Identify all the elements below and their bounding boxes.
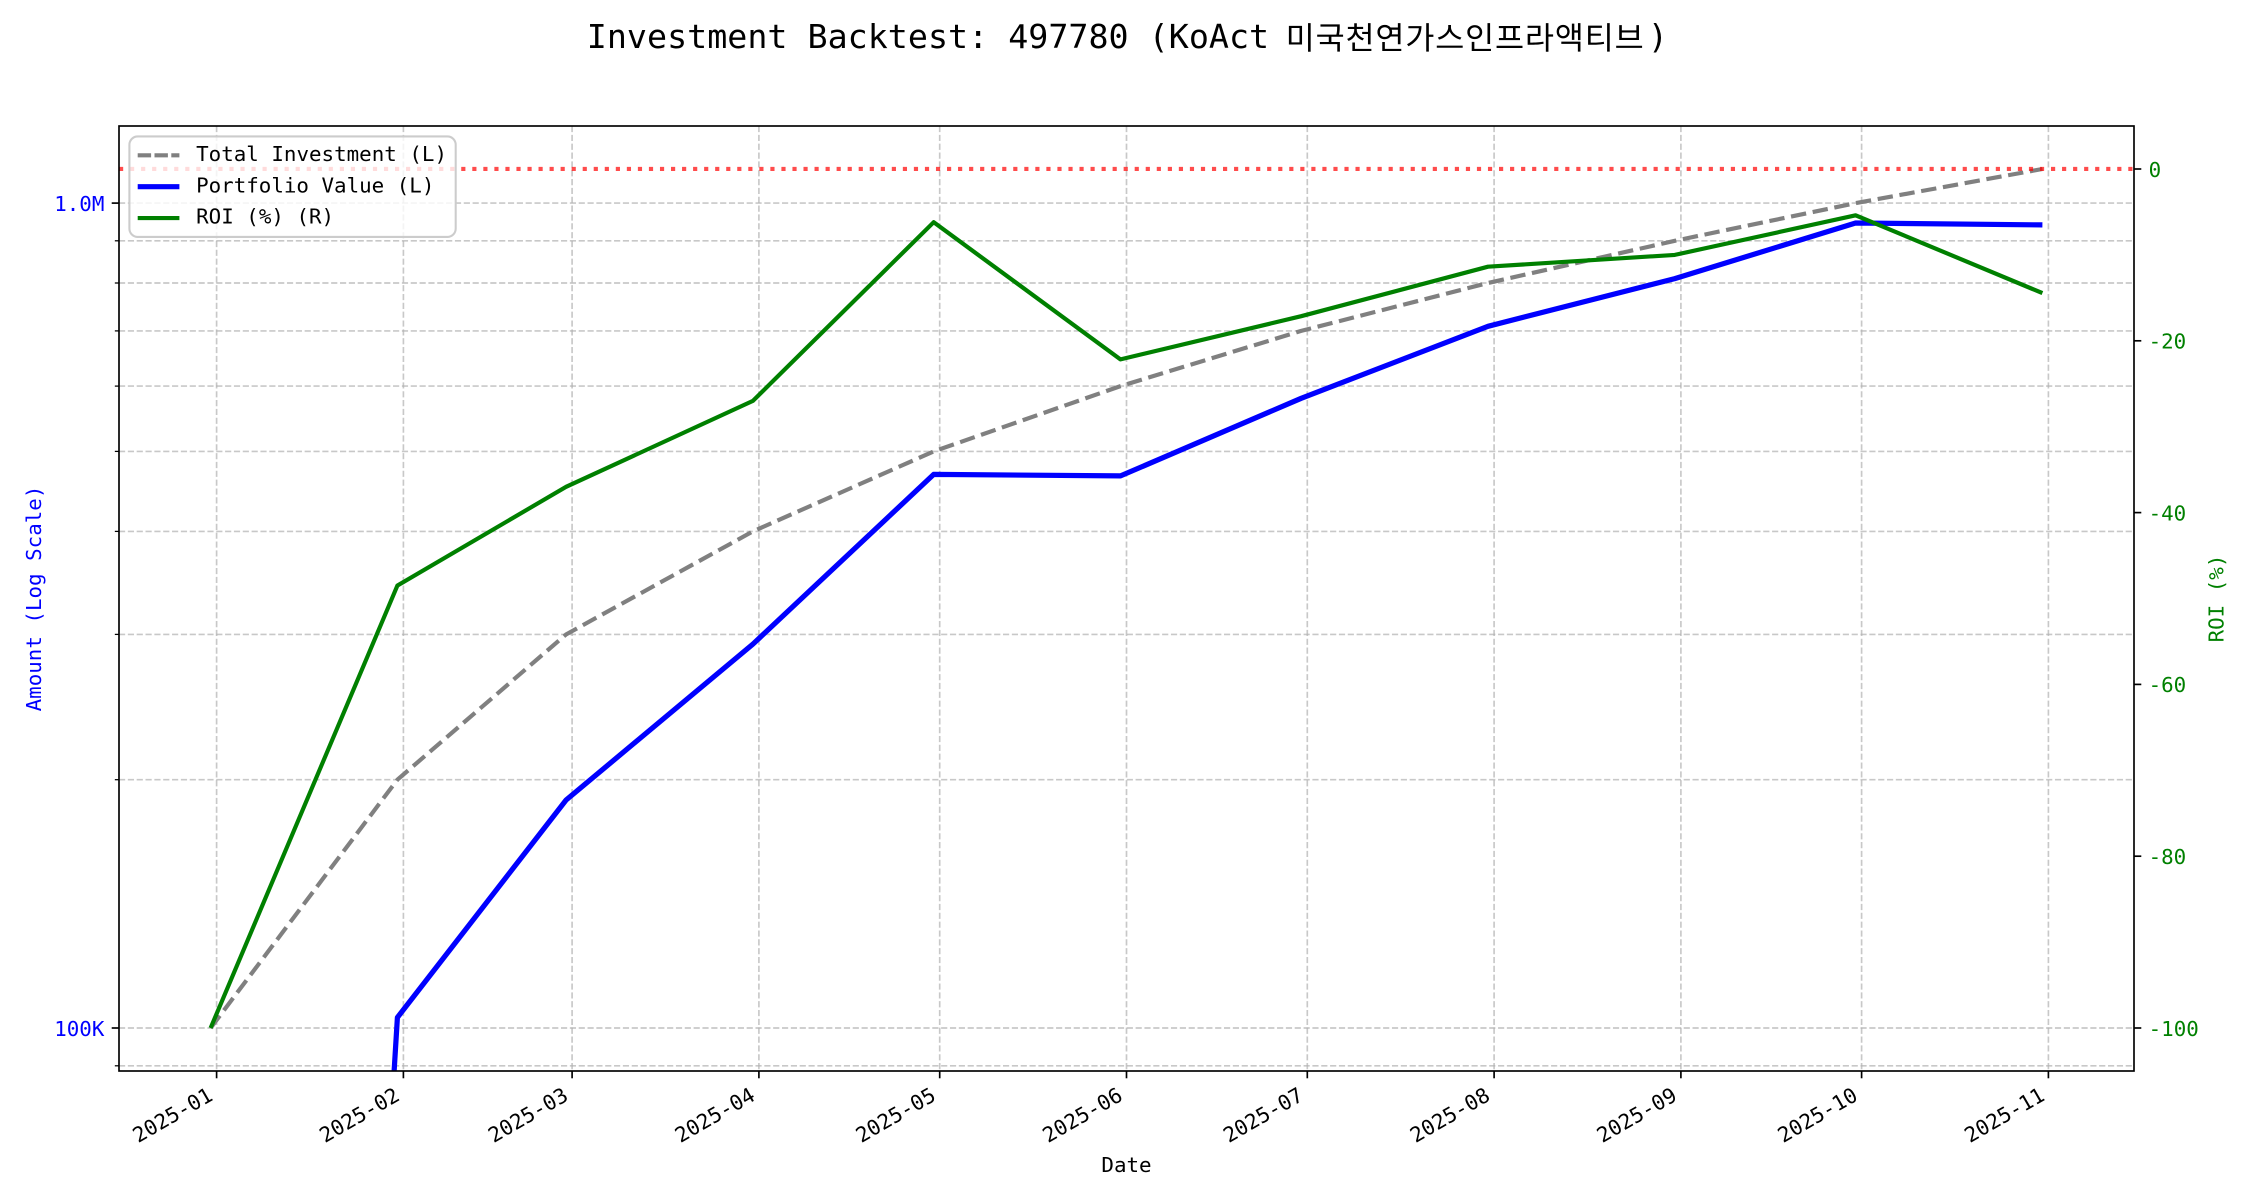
title-korean-glyph-인 [1467, 23, 1491, 52]
legend-item-label: Total Investment (L) [196, 142, 447, 166]
y-tick-label-right: -80 [2149, 845, 2187, 869]
x-axis-label: Date [1101, 1153, 1151, 1177]
title-korean-glyph-라 [1527, 23, 1554, 52]
chart-title-latin: Investment Backtest: 497780 (KoAct [587, 17, 1269, 56]
legend-item-label: ROI (%) (R) [196, 205, 334, 229]
title-korean-glyph-스 [1436, 25, 1463, 48]
y-axis-label-left: Amount (Log Scale) [22, 486, 46, 712]
y-axis-label-right: ROI (%) [2204, 555, 2228, 643]
title-korean-glyph-브 [1616, 25, 1643, 48]
title-korean-glyph-액 [1556, 23, 1581, 52]
title-korean-glyph-프 [1496, 25, 1523, 48]
legend: Total Investment (L) Portfolio Value (L) R… [128, 135, 457, 238]
y-tick-label-right: -20 [2149, 330, 2187, 354]
legend-item: Total Investment (L) [137, 142, 447, 166]
chart-title-suffix: ) [1648, 17, 1668, 56]
legend-item: Portfolio Value (L) [137, 173, 434, 197]
series-roi [208, 213, 2044, 1029]
y-tick-label-right: -100 [2149, 1017, 2199, 1041]
chart-title-korean [1288, 23, 1643, 52]
axes-spines-and-ticks [111, 125, 2142, 1079]
data-series [208, 166, 2044, 1071]
title-korean-glyph-연 [1377, 23, 1402, 52]
series-portfolio-value [391, 220, 2043, 1071]
grid-lines [119, 126, 2134, 1071]
title-korean-glyph-미 [1288, 23, 1311, 52]
legend-item: ROI (%) (R) [137, 205, 334, 229]
y-tick-label-right: 0 [2149, 158, 2162, 182]
y-tick-label-right: -40 [2149, 501, 2187, 525]
title-korean-glyph-천 [1347, 23, 1372, 52]
title-korean-glyph-티 [1588, 23, 1610, 52]
chart-title: Investment Backtest: 497780 (KoAct ) [587, 17, 1668, 56]
y-tick-label-left: 100K [54, 1017, 105, 1041]
series-total-investment [208, 166, 2043, 1030]
title-korean-glyph-국 [1317, 24, 1344, 52]
legend-item-label: Portfolio Value (L) [196, 173, 434, 197]
legend-frame [128, 135, 457, 238]
y-tick-label-left: 1.0M [54, 192, 104, 216]
y-tick-label-right: -60 [2149, 673, 2187, 697]
title-korean-glyph-가 [1407, 23, 1434, 52]
